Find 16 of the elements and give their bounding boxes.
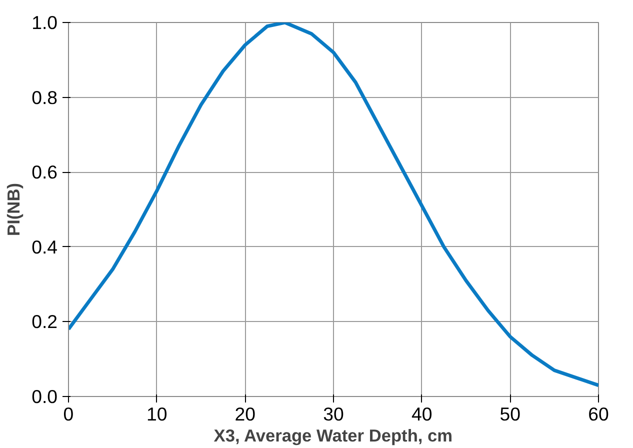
x-tick-label: 60 bbox=[588, 404, 609, 424]
y-tick-label: 0.6 bbox=[32, 162, 58, 183]
line-series bbox=[68, 22, 598, 388]
x-tick-label: 0 bbox=[63, 404, 74, 424]
x-tick-label: 40 bbox=[411, 404, 432, 424]
y-tick-label: 0.8 bbox=[32, 86, 58, 108]
x-tick-label: 10 bbox=[146, 404, 168, 424]
y-tick-label: 0.0 bbox=[32, 386, 58, 407]
y-axis-title: PI(NB) bbox=[4, 183, 24, 236]
x-tick-label: 50 bbox=[500, 404, 521, 424]
x-axis-title: X3, Average Water Depth, cm bbox=[214, 426, 453, 446]
y-tick-label: 0.4 bbox=[32, 236, 58, 258]
x-tick-label: 30 bbox=[323, 404, 344, 424]
y-tick-label: 1.0 bbox=[32, 12, 58, 33]
x-tick-label: 20 bbox=[234, 404, 256, 424]
y-tick-label: 0.2 bbox=[32, 311, 58, 332]
